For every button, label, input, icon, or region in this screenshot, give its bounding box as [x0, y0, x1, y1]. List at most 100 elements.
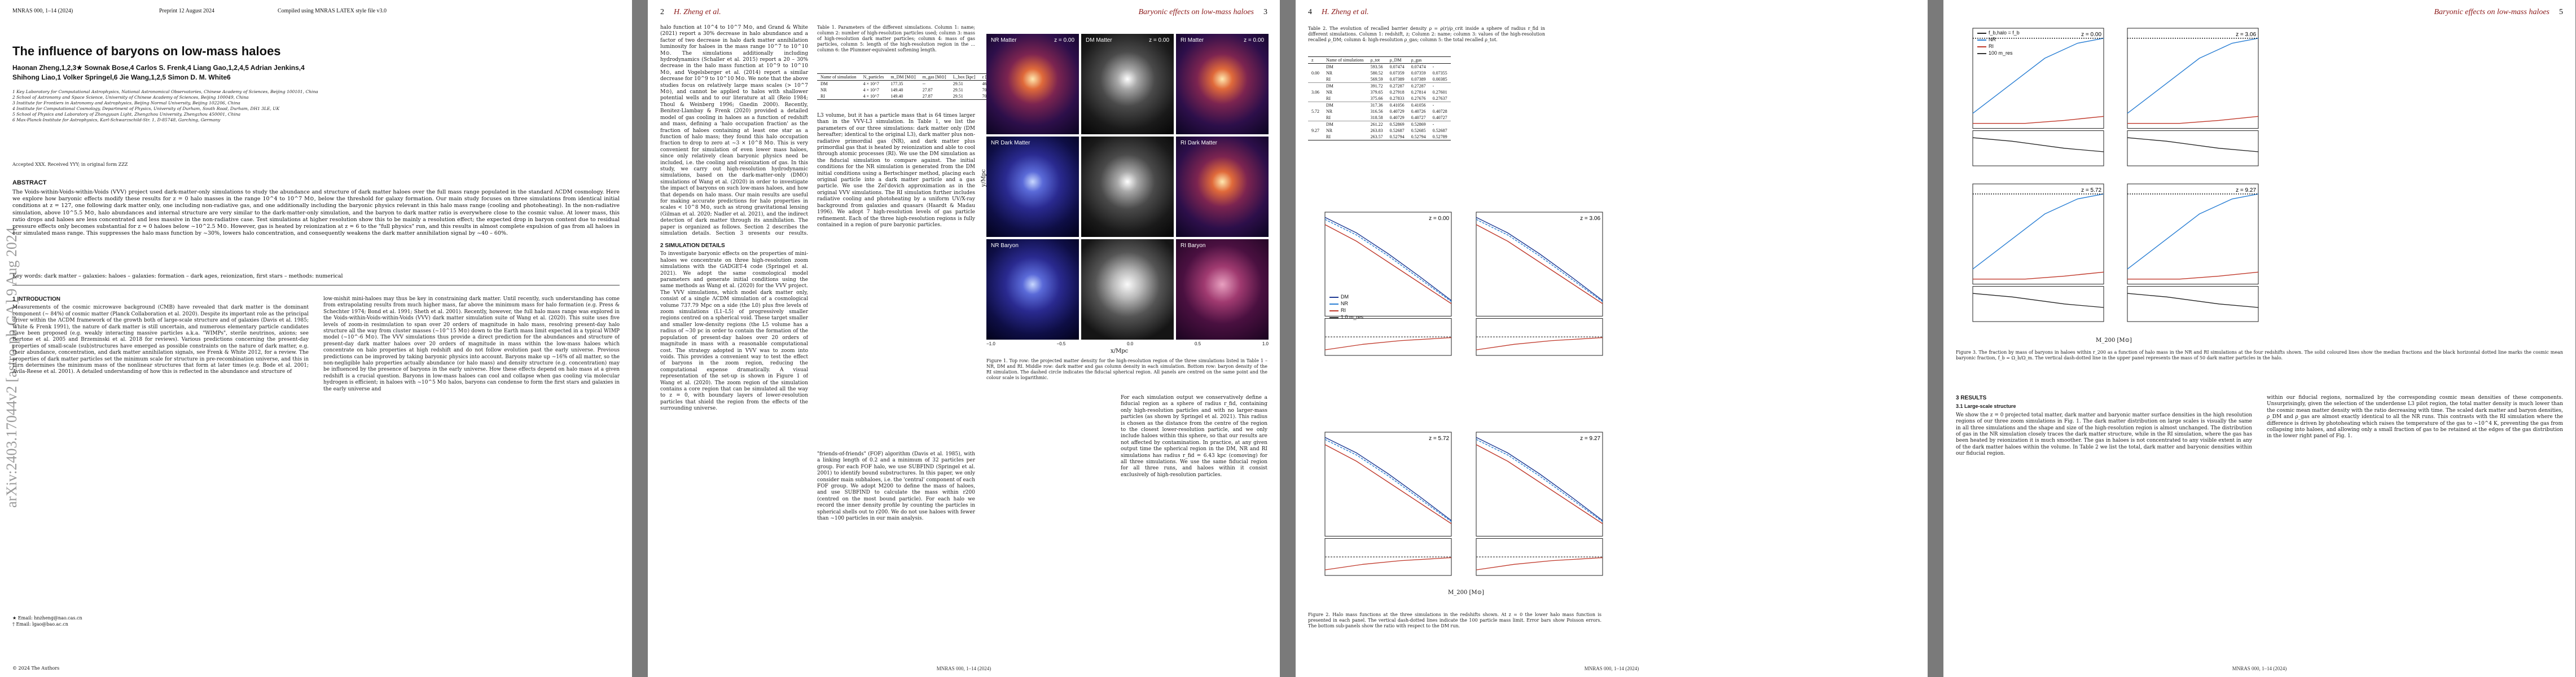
- plot-svg: z = 9.27: [1476, 432, 1603, 576]
- dm-curve: [1324, 437, 1452, 521]
- table-1-caption: Table 1. Parameters of the different sim…: [817, 25, 975, 52]
- table-cell: [1308, 64, 1323, 71]
- legend-label: f_b,halo = f_b: [1989, 30, 2020, 36]
- body-text: For each simulation output we conservati…: [1121, 395, 1267, 478]
- plot-panel: z = 0.00: [1308, 209, 1456, 367]
- table-2: z Name of simulations ρ_tot ρ_DM ρ_gas D…: [1308, 56, 1451, 140]
- footnote: † Email: lgao@bao.ac.cn: [12, 622, 68, 627]
- ratio-curve: [1972, 293, 2104, 308]
- tick-label: 0.5: [1194, 341, 1201, 346]
- table-cell: 0.27833: [1389, 96, 1405, 101]
- paper-page-2: 2 H. Zheng et al. Baryonic effects on lo…: [648, 0, 1280, 677]
- plot-svg: z = 3.06: [1476, 212, 1603, 356]
- table-2-caption: Table 2. The evolution of recalled barri…: [1308, 26, 1545, 42]
- table-header: Name of simulations: [1323, 56, 1367, 64]
- table-cell: NR: [1326, 71, 1333, 76]
- main-axes: [1972, 28, 2104, 129]
- main-axes: [1972, 183, 2104, 285]
- affiliation: 6 Max-Planck-Institute for Astrophysics,…: [12, 117, 221, 122]
- table-cell: 4 × 10^7: [863, 81, 879, 86]
- table-header: N_particles: [859, 73, 888, 81]
- page-footer: MNRAS 000, 1–14 (2024): [1584, 666, 1639, 671]
- table-cell: DM: [1323, 121, 1367, 128]
- table-cell: 0.52869: [1386, 121, 1408, 128]
- ratio-axes: [1972, 130, 2104, 166]
- nr-curve: [1972, 38, 2104, 114]
- panel-redshift: z = 3.06: [2236, 32, 2256, 38]
- copyright: © 2024 The Authors: [12, 666, 60, 671]
- table-header: ρ_DM: [1386, 56, 1408, 64]
- table-cell: 0.52794: [1407, 134, 1429, 140]
- panel-redshift: z = 0.00: [2081, 32, 2101, 38]
- table-cell: 316.56: [1370, 109, 1383, 114]
- table-row: 3.06 NR 379.65 0.27918 0.27814 0.27601: [1308, 89, 1451, 95]
- table-cell: -: [1432, 64, 1434, 69]
- simulation-image: RI Matter z = 0.00: [1176, 34, 1269, 134]
- nr-curve: [1972, 194, 2104, 270]
- paper-page-4: Baryonic effects on low-mass haloes 5 z …: [1943, 0, 2575, 677]
- table-cell: 379.65: [1370, 90, 1383, 95]
- table-row: 9.27 NR 263.83 0.52687 0.52685 0.52687: [1308, 128, 1451, 134]
- table-cell: 0.07359: [1411, 71, 1426, 76]
- intro-column-2: low-mishit mini-haloes may thus be key i…: [323, 296, 620, 657]
- ratio-ri: [1476, 337, 1603, 350]
- panel-label: NR Baryon: [991, 243, 1019, 249]
- ratio-curve: [1972, 137, 2104, 152]
- table-cell: 0.27601: [1432, 90, 1447, 95]
- table-cell: 0.52794: [1386, 134, 1408, 140]
- ri-curve: [1476, 224, 1603, 304]
- table-cell: 0.07474: [1389, 64, 1405, 69]
- plot-panel: z = 3.06: [2110, 25, 2263, 177]
- simulation-image: NR Matter z = 0.00: [986, 34, 1079, 134]
- nr-curve: [2127, 38, 2259, 114]
- table-cell: [1308, 134, 1323, 140]
- preprint-date: Preprint 12 August 2024: [159, 8, 215, 14]
- figure-1-caption: Figure 1. Top row: the projected matter …: [986, 358, 1267, 380]
- ri-curve: [1324, 224, 1452, 304]
- table-cell: 0.41056: [1386, 102, 1408, 108]
- plot-svg: z = 5.72: [1324, 432, 1452, 576]
- table-cell: NR: [820, 87, 827, 93]
- table-cell: 27.87: [919, 93, 950, 100]
- nr-curve: [1476, 219, 1603, 302]
- ri-curve: [2127, 116, 2259, 124]
- table-cell: 0.00: [1311, 71, 1319, 76]
- footnote: ★ Email: hnzheng@nao.cas.cn: [12, 616, 82, 621]
- plot-svg: z = 9.27: [2127, 183, 2259, 322]
- body-text: L3 volume, but it has a particle mass th…: [817, 113, 975, 228]
- legend-item: NR: [1977, 36, 2020, 43]
- body-text: Measurements of the cosmic microwave bac…: [12, 305, 309, 375]
- panel-redshift: z = 0.00: [1244, 37, 1264, 43]
- panel-redshift: z = 5.72: [2081, 187, 2101, 194]
- ratio-ri: [1476, 557, 1603, 570]
- table-cell: 0.40729: [1389, 109, 1405, 114]
- table-cell: 5.72: [1311, 109, 1319, 114]
- affiliation: 3 Institute for Frontiers in Astronomy a…: [12, 100, 240, 105]
- paper-title: The influence of baryons on low-mass hal…: [12, 44, 281, 58]
- table-cell: DM: [1323, 102, 1367, 108]
- simulation-image: NR Baryon: [986, 239, 1079, 340]
- nr-curve: [1324, 219, 1452, 302]
- table-cell: -: [1429, 82, 1451, 89]
- table-cell: 0.27287: [1407, 82, 1429, 89]
- table-cell: 0.40726: [1411, 109, 1426, 114]
- table-header: ρ_tot: [1367, 56, 1386, 64]
- page-header: 2 H. Zheng et al. Baryonic effects on lo…: [660, 8, 1267, 19]
- ratio-axes: [2127, 130, 2259, 166]
- legend: DM NR RI 1.0 m_res: [1329, 293, 1363, 320]
- table-cell: 0.27918: [1389, 90, 1405, 95]
- affiliation: 4 Institute for Computational Cosmology,…: [12, 106, 280, 111]
- table-cell: DM: [820, 81, 828, 86]
- table-cell: 9.27: [1311, 128, 1319, 133]
- plot-panel: z = 3.06: [1459, 209, 1607, 367]
- panel-redshift: z = 0.00: [1429, 216, 1449, 222]
- page-header: MNRAS 000, 1–14 (2024) Preprint 12 Augus…: [12, 8, 620, 19]
- body-column-1b: 2 SIMULATION DETAILS To investigate bary…: [660, 243, 808, 649]
- plot-svg: z = 5.72: [1972, 183, 2104, 322]
- table-cell: --: [922, 81, 926, 86]
- table-cell: 0.52869: [1407, 121, 1429, 128]
- table-cell: 0.40727: [1411, 115, 1426, 120]
- legend-label: RI: [1341, 307, 1346, 313]
- abstract-heading: ABSTRACT: [12, 179, 47, 186]
